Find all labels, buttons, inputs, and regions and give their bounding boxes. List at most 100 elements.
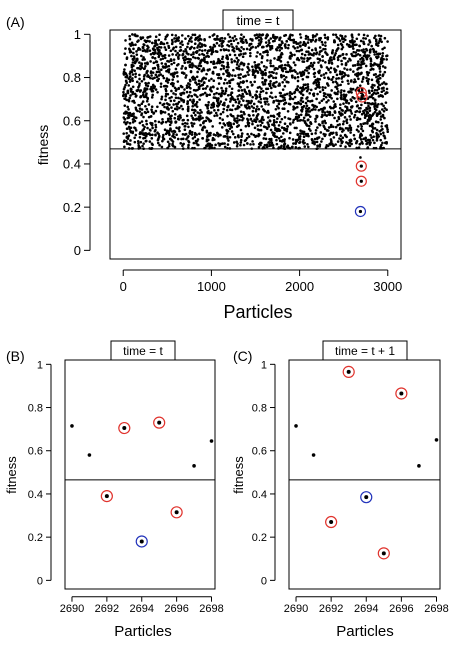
particle-point-ring [360, 491, 373, 504]
particle-dot [375, 137, 379, 140]
particle-dot [253, 76, 257, 79]
particle-dot [235, 38, 238, 41]
particle-dot [253, 80, 257, 84]
particle-dot [357, 77, 360, 81]
particle-dot [142, 77, 146, 81]
particle-dot [360, 60, 363, 64]
particle-dot [299, 92, 303, 95]
particle-dot [225, 132, 229, 135]
particle-dot [151, 56, 154, 59]
particle-dot [230, 91, 233, 94]
particle-dot [177, 100, 181, 104]
particle-dot [160, 68, 163, 71]
particle-dot [313, 75, 316, 78]
particle-dot [185, 86, 189, 90]
particle-dot [318, 46, 322, 49]
particle-dot [168, 123, 172, 127]
particle-dot [328, 111, 332, 115]
particle-dot [368, 113, 372, 117]
particle-point-ring [395, 387, 408, 400]
particle-dot [217, 82, 221, 85]
particle-dot [317, 108, 321, 112]
particle-dot [297, 49, 301, 53]
particle-dot [146, 61, 149, 65]
particle-dot [160, 145, 164, 149]
particle-dot [259, 101, 263, 104]
particle-dot [243, 139, 247, 143]
particle-dot [335, 82, 339, 85]
particle-dot [237, 65, 241, 68]
particle-dot [326, 76, 330, 79]
particle-point [135, 535, 148, 548]
particle-dot [206, 54, 210, 58]
particle-dot [281, 132, 285, 135]
particle-dot [337, 37, 341, 40]
particle-dot [195, 75, 199, 79]
particle-dot [281, 88, 285, 91]
particle-dot [174, 40, 177, 43]
particle-dot [349, 109, 353, 113]
particle-dot [267, 123, 270, 126]
particle-dot [142, 132, 146, 136]
particle-dot [334, 143, 337, 146]
particle-dot [277, 124, 281, 127]
particle-dot [314, 34, 317, 38]
particle-dot [268, 143, 272, 147]
particle-dot [265, 144, 269, 147]
particle-dot [307, 38, 310, 41]
particle-dot [145, 122, 149, 126]
particle-dot [379, 38, 382, 41]
particle-dot [178, 106, 181, 110]
particle-dot [172, 61, 176, 65]
particle-dot [215, 114, 219, 117]
particle-dot [343, 133, 347, 137]
particle-dot [292, 142, 295, 145]
particle-dot [170, 81, 174, 85]
particle-dot [305, 66, 309, 70]
particle-dot [292, 41, 296, 44]
particle-dot [162, 76, 166, 80]
particle-dot [312, 81, 315, 85]
panel-c-label: (C) [233, 348, 252, 364]
particle-dot [145, 87, 149, 91]
particle-dot [211, 70, 215, 74]
particle-dot [123, 97, 126, 100]
particle-dot [239, 39, 243, 43]
particle-dot [222, 48, 226, 51]
particle-dot [371, 86, 374, 89]
particle-dot [203, 91, 207, 95]
particle-dot [135, 57, 139, 61]
particle-dot [180, 92, 184, 95]
particle-dot [373, 107, 377, 111]
particle-dot [151, 133, 154, 137]
particle-dot [265, 35, 269, 38]
particle-dot [359, 66, 363, 69]
particle-dot [185, 57, 188, 61]
particle-dot [166, 119, 170, 123]
particle-dot [142, 127, 146, 131]
particle-dot [227, 139, 230, 142]
particle-dot [193, 78, 197, 81]
particle-dot [317, 81, 321, 84]
particle-dot [139, 36, 142, 39]
b-y-tick-label: 0 [37, 575, 43, 587]
particle-dot [279, 146, 283, 149]
particle-dot [256, 124, 260, 127]
b-y-tick-label: 1 [37, 359, 43, 371]
particle-dot [262, 73, 265, 76]
particle-dot [378, 73, 382, 77]
particle-dot [219, 37, 222, 40]
particle-dot [257, 42, 261, 45]
particle-dot [224, 89, 228, 93]
particle-dot [234, 100, 238, 104]
particle-dot [196, 95, 199, 99]
particle-dot [386, 130, 390, 134]
particle-dot [306, 99, 310, 103]
particle-dot [154, 88, 158, 91]
particle-dot [153, 57, 157, 60]
particle-dot [262, 83, 265, 86]
particle-dot [165, 129, 169, 133]
particle-dot [145, 107, 149, 111]
a-y-tick-label: 0.2 [63, 200, 81, 215]
particle-dot [206, 135, 209, 139]
